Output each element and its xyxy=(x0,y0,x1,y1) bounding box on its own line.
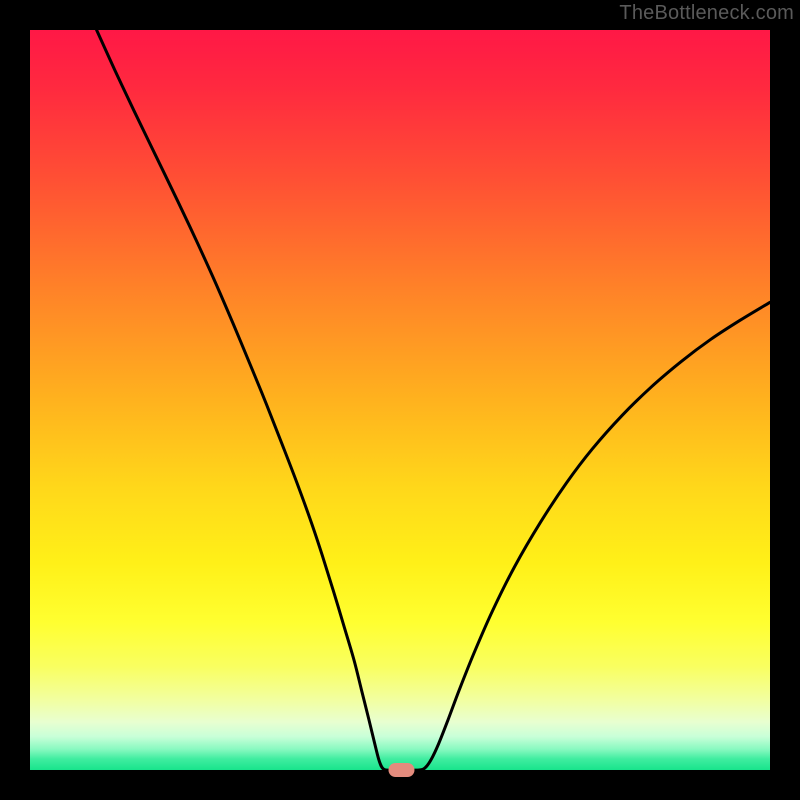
optimum-marker xyxy=(388,763,414,777)
bottleneck-chart xyxy=(0,0,800,800)
chart-root: TheBottleneck.com xyxy=(0,0,800,800)
plot-area xyxy=(30,30,770,770)
